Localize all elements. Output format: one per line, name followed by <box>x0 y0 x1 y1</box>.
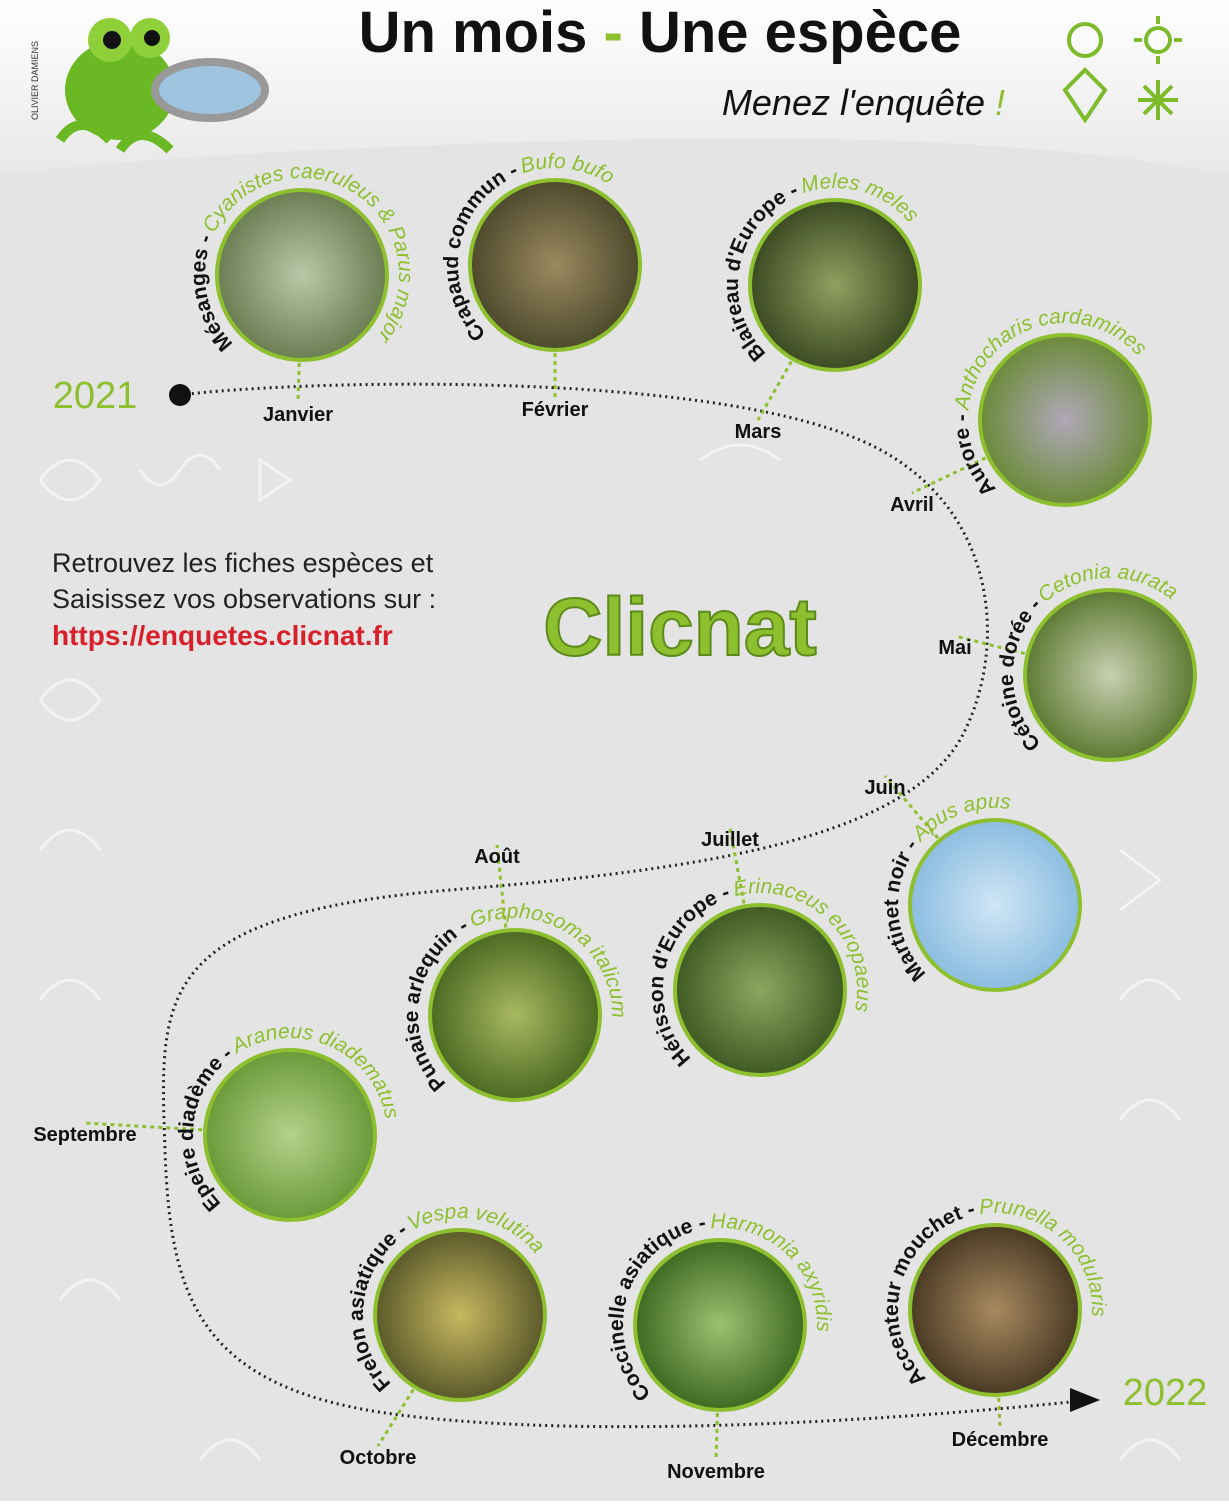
month-label: Mars <box>735 421 782 443</box>
species-photo <box>430 930 600 1100</box>
species-photo <box>217 190 387 360</box>
month-label: Février <box>522 399 589 421</box>
month-label: Avril <box>890 494 934 516</box>
info-line: Saisissez vos observations sur : <box>52 584 436 614</box>
poster: OLIVIER DAMIENS Un mois - Une espèce Men… <box>0 0 1229 1501</box>
month-label: Novembre <box>667 1461 765 1483</box>
month-label: Octobre <box>340 1447 417 1469</box>
subtitle: Menez l'enquête ! <box>722 82 1005 123</box>
month-label: Juin <box>864 777 905 799</box>
species-photo <box>980 335 1150 505</box>
info-url[interactable]: https://enquetes.clicnat.fr <box>52 620 393 651</box>
species-photo <box>675 905 845 1075</box>
title-dash: - <box>604 0 623 65</box>
species-photo <box>205 1050 375 1220</box>
subtitle-text: Menez l'enquête <box>722 82 985 123</box>
title: Un mois - Une espèce <box>359 0 962 65</box>
title-start: Un mois <box>359 0 588 65</box>
month-label: Août <box>474 846 520 868</box>
credit: OLIVIER DAMIENS <box>30 41 40 120</box>
month-label: Juillet <box>701 829 759 851</box>
end-year: 2022 <box>1123 1372 1208 1414</box>
month-label: Septembre <box>33 1124 136 1146</box>
species-photo <box>750 200 920 370</box>
species-photo <box>470 180 640 350</box>
species-photo <box>910 820 1080 990</box>
species-photo <box>1025 590 1195 760</box>
clicnat-logo[interactable]: Clicnat <box>543 582 816 673</box>
subtitle-mark: ! <box>995 82 1005 123</box>
species-photo <box>910 1225 1080 1395</box>
species-photo <box>635 1240 805 1410</box>
title-end: Une espèce <box>639 0 961 65</box>
species-photo <box>375 1230 545 1400</box>
month-label: Janvier <box>263 404 333 426</box>
month-label: Décembre <box>952 1429 1049 1451</box>
month-label: Mai <box>938 637 971 659</box>
info-line: Retrouvez les fiches espèces et <box>52 548 434 578</box>
start-year: 2021 <box>53 375 138 417</box>
timeline-start-dot <box>169 384 191 406</box>
